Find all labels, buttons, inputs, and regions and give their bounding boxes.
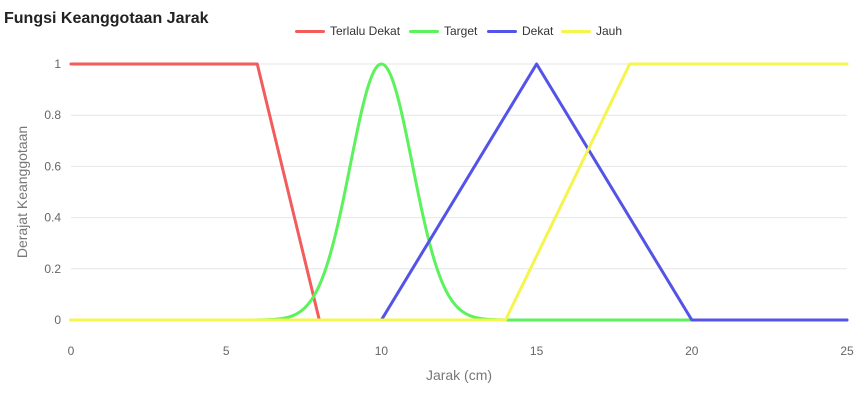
x-tick-label-0: 0 [68,344,75,358]
legend-item-target[interactable]: Target [409,23,477,39]
legend-item-jauh[interactable]: Jauh [561,23,622,39]
y-tick-label-3: 0.6 [44,159,61,173]
legend-item-dekat[interactable]: Dekat [487,23,553,39]
y-tick-labels: 0 0.2 0.4 0.6 0.8 1 [44,57,61,327]
x-axis-title: Jarak (cm) [426,367,492,383]
y-tick-label-0: 0 [54,313,61,327]
series-line-jauh [69,62,849,322]
y-axis-title: Derajat Keanggotaan [14,126,30,258]
x-tick-label-4: 20 [685,344,699,358]
y-tick-label-1: 0.2 [44,262,61,276]
x-tick-label-5: 25 [840,344,854,358]
series-line-dekat [69,62,849,322]
x-tick-label-3: 15 [530,344,544,358]
legend-swatch-terlalu-dekat [295,29,325,33]
legend-label-terlalu-dekat: Terlalu Dekat [330,24,401,38]
legend: Terlalu Dekat Target Dekat Jauh [0,23,867,39]
legend-swatch-target [409,29,439,33]
legend-label-dekat: Dekat [522,24,554,38]
legend-item-terlalu-dekat[interactable]: Terlalu Dekat [295,23,400,39]
legend-swatch-dekat [487,29,517,33]
series-lines [69,62,849,322]
x-tick-label-1: 5 [223,344,230,358]
y-tick-label-5: 1 [54,57,61,71]
chart-title: Fungsi Keanggotaan Jarak [4,10,209,27]
y-tick-label-4: 0.8 [44,108,61,122]
legend-swatch-jauh [561,29,591,33]
x-tick-labels: 0 5 10 15 20 25 [68,344,854,358]
x-tick-label-2: 10 [375,344,389,358]
legend-label-target: Target [444,24,478,38]
legend-label-jauh: Jauh [596,24,623,38]
y-tick-label-2: 0.4 [44,211,61,225]
